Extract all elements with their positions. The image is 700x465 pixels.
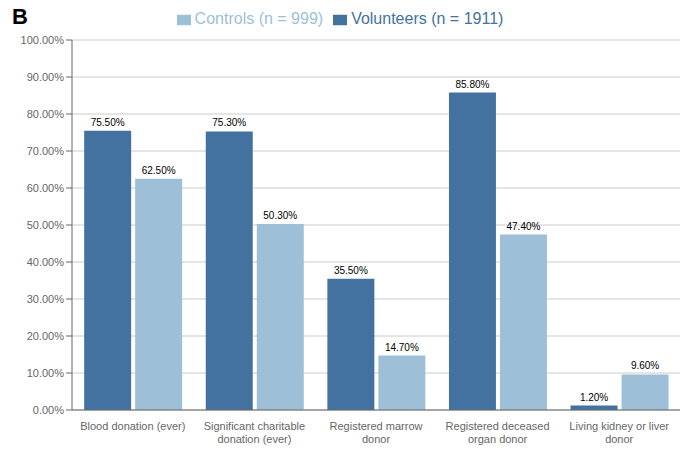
- svg-text:Significant charitabledonation: Significant charitabledonation (ever): [204, 420, 306, 445]
- html-text:Volunteers (n = 1911): Volunteers (n = 1911): [351, 10, 504, 27]
- svg-text:50.30%: 50.30%: [263, 210, 297, 221]
- svg-text:40.00%: 40.00%: [27, 256, 65, 268]
- svg-text:75.30%: 75.30%: [212, 117, 246, 128]
- svg-text:Registered marrowdonor: Registered marrowdonor: [330, 420, 423, 445]
- html-text:Controls (n = 999): Controls (n = 999): [194, 10, 324, 27]
- svg-text:14.70%: 14.70%: [385, 342, 419, 353]
- svg-text:1.20%: 1.20%: [580, 392, 608, 403]
- svg-text:Living kidney or liverdonor: Living kidney or liverdonor: [569, 420, 669, 445]
- svg-text:100.00%: 100.00%: [21, 34, 65, 46]
- svg-text:0.00%: 0.00%: [33, 404, 64, 416]
- html-text:B: B: [12, 4, 28, 29]
- svg-text:Blood donation (ever): Blood donation (ever): [80, 420, 185, 432]
- svg-text:47.40%: 47.40%: [506, 221, 540, 232]
- svg-text:75.50%: 75.50%: [91, 117, 125, 128]
- svg-text:30.00%: 30.00%: [27, 293, 65, 305]
- svg-text:70.00%: 70.00%: [27, 145, 65, 157]
- svg-text:9.60%: 9.60%: [631, 360, 659, 371]
- svg-text:90.00%: 90.00%: [27, 71, 65, 83]
- svg-text:60.00%: 60.00%: [27, 182, 65, 194]
- svg-text:62.50%: 62.50%: [142, 165, 176, 176]
- svg-text:85.80%: 85.80%: [455, 79, 489, 90]
- svg-text:20.00%: 20.00%: [27, 330, 65, 342]
- svg-text:Registered deceasedorgan donor: Registered deceasedorgan donor: [446, 420, 550, 445]
- svg-text:50.00%: 50.00%: [27, 219, 65, 231]
- svg-text:10.00%: 10.00%: [27, 367, 65, 379]
- svg-text:80.00%: 80.00%: [27, 108, 65, 120]
- svg-text:35.50%: 35.50%: [334, 265, 368, 276]
